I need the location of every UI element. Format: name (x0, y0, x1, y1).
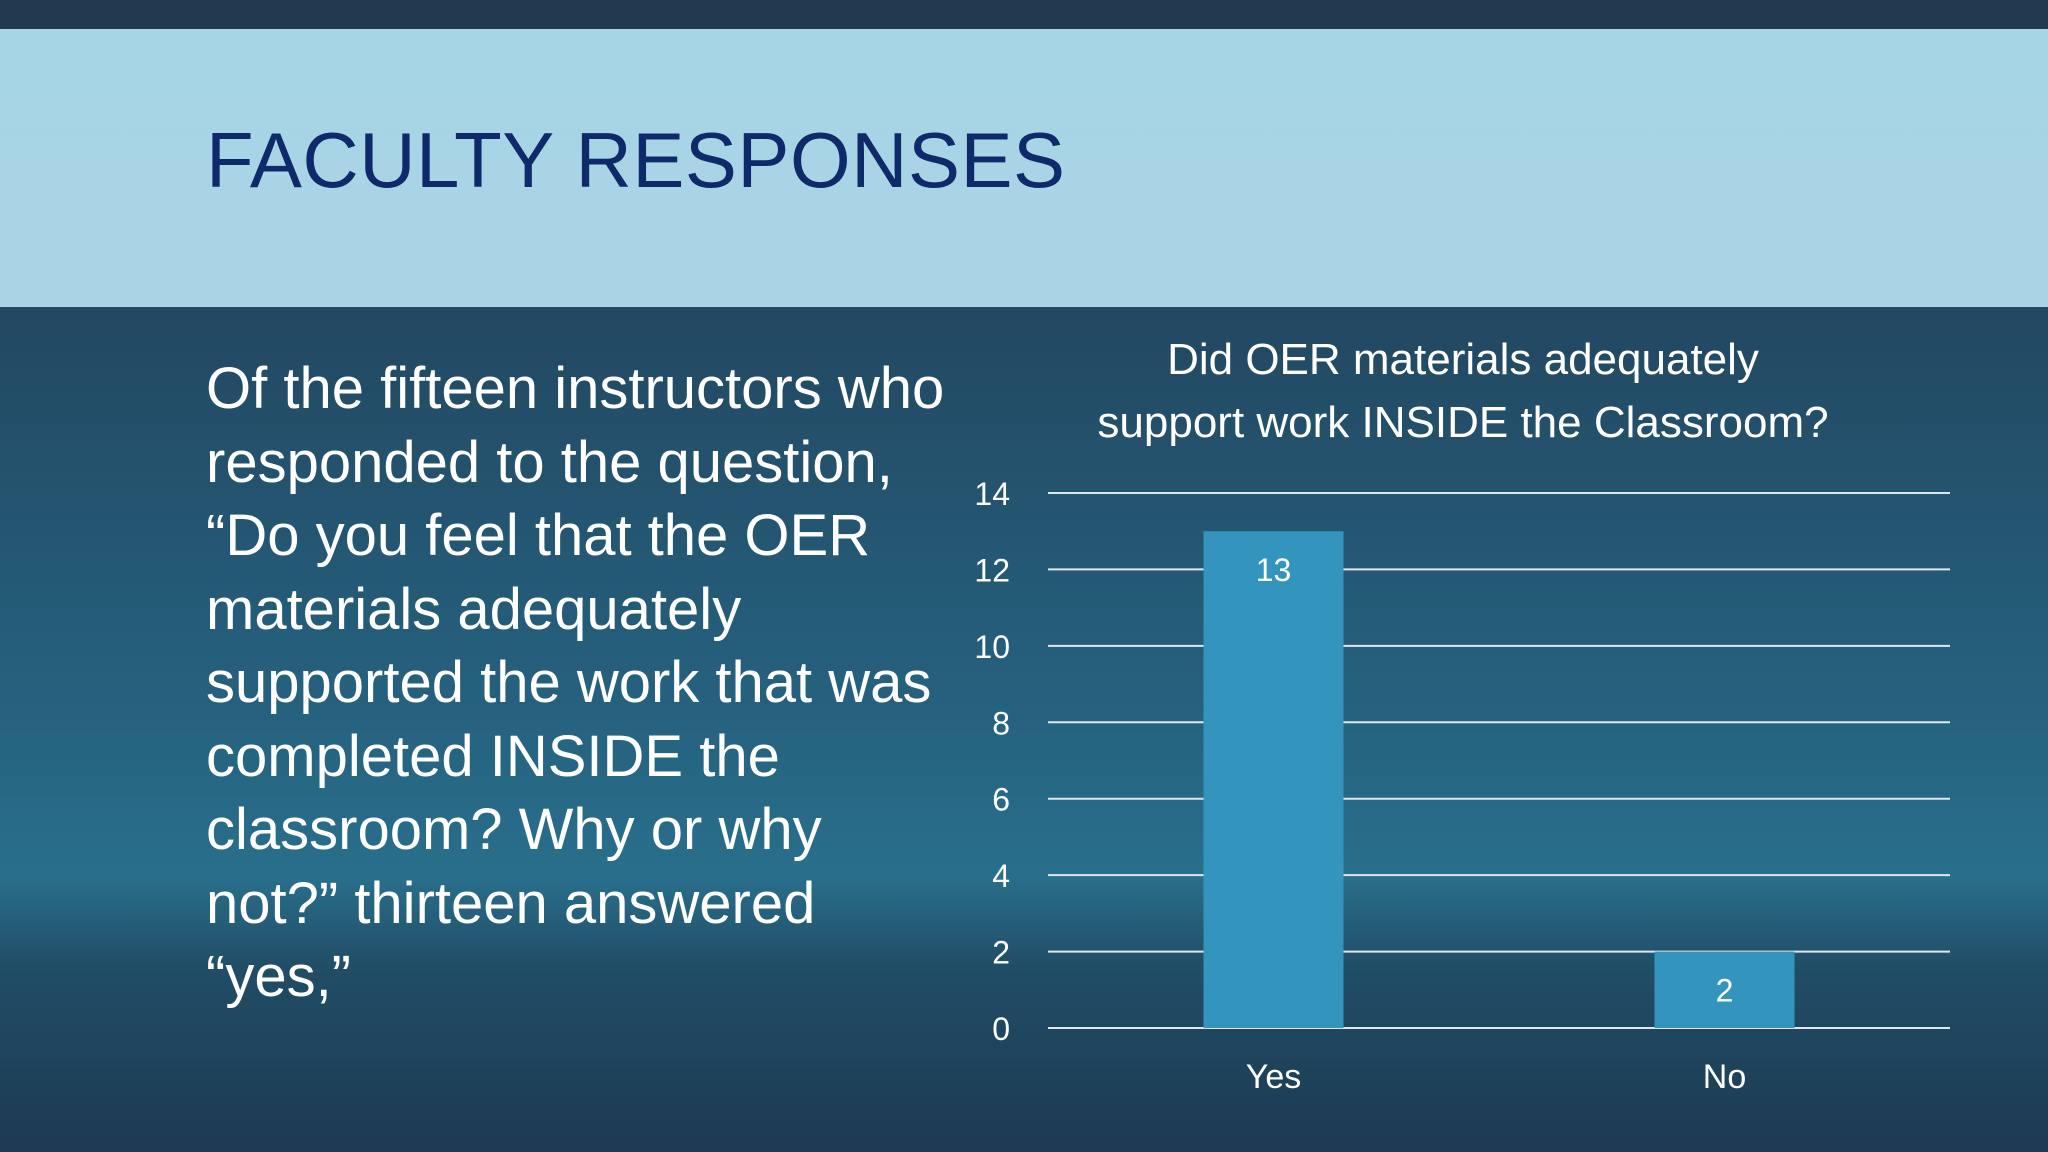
body-text: Of the fifteen instructors who responded… (206, 356, 945, 1009)
chart-title-line-1: Did OER materials adequately (1167, 335, 1759, 384)
data-label-yes: 13 (1256, 552, 1292, 588)
bar-yes (1203, 531, 1344, 1028)
bar-chart: Did OER materials adequately support wor… (974, 335, 1950, 1096)
bars (1203, 531, 1795, 1028)
chart-title-line-2: support work INSIDE the Classroom? (1097, 398, 1828, 447)
x-tick-label-yes: Yes (1246, 1058, 1301, 1096)
title-band (0, 29, 2048, 307)
data-labels: 13 2 (1256, 552, 1734, 1008)
x-axis-ticks: Yes No (1246, 1058, 1746, 1096)
x-tick-label-no: No (1703, 1058, 1746, 1096)
y-tick-label: 0 (992, 1011, 1010, 1047)
y-axis-ticks: 0 2 4 6 8 10 12 14 (974, 476, 1010, 1047)
bar-no (1654, 951, 1795, 1028)
y-tick-label: 12 (974, 552, 1010, 588)
y-tick-label: 8 (992, 705, 1010, 741)
top-strip (0, 0, 2048, 29)
data-label-no: 2 (1716, 973, 1734, 1009)
gridlines (1048, 492, 1950, 1029)
y-tick-label: 4 (992, 858, 1010, 894)
slide-title: FACULTY RESPONSES (206, 116, 1066, 204)
y-tick-label: 2 (992, 935, 1010, 971)
y-tick-label: 14 (974, 476, 1010, 512)
y-tick-label: 10 (974, 629, 1010, 665)
y-tick-label: 6 (992, 782, 1010, 818)
